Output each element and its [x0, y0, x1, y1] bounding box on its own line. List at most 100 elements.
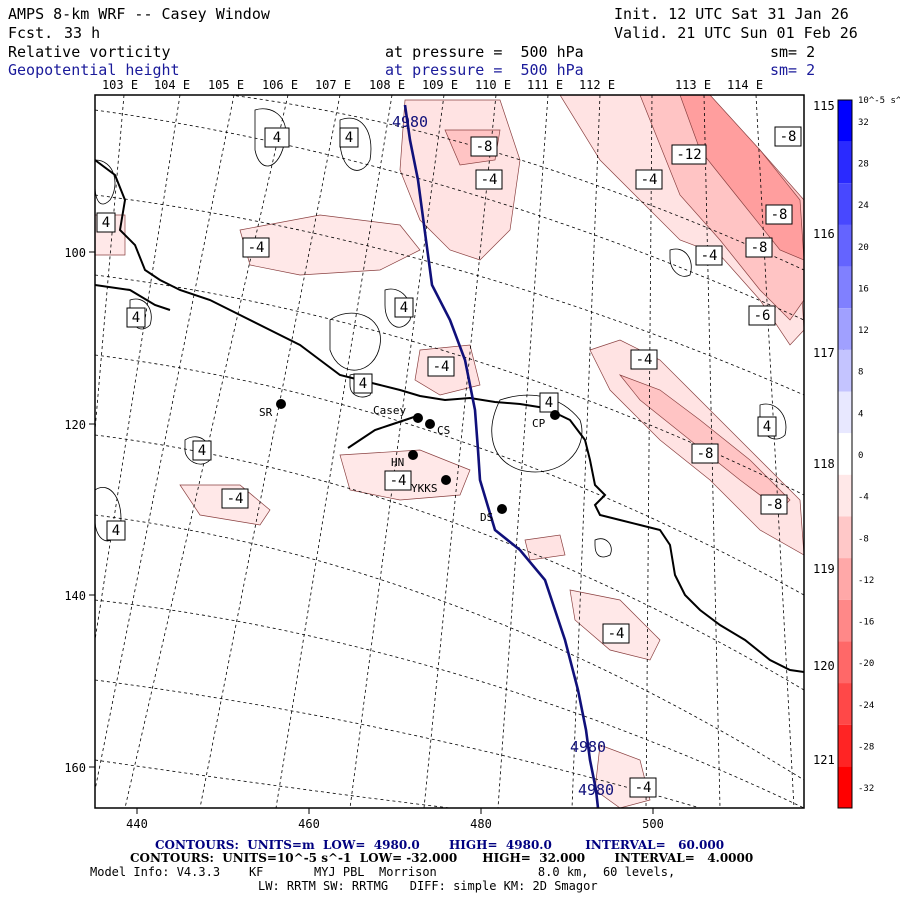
- station-dot-hn: [408, 450, 418, 460]
- svg-text:112 E: 112 E: [579, 78, 615, 92]
- forecast-label: Fcst.: [8, 24, 54, 42]
- colorbar-swatch: [838, 183, 852, 225]
- svg-text:-4: -4: [227, 491, 244, 507]
- colorbar-unit: 10^-5 s^-1: [858, 96, 900, 106]
- svg-text:-6: -6: [754, 308, 771, 324]
- station-label-casey: Casey: [373, 404, 406, 417]
- svg-text:460: 460: [298, 817, 320, 831]
- colorbar-tick-label: -4: [858, 493, 869, 503]
- svg-text:120: 120: [64, 418, 86, 432]
- svg-text:110 E: 110 E: [475, 78, 511, 92]
- svg-text:-8: -8: [476, 139, 493, 155]
- footer-vorticity-contours: CONTOURS: UNITS=10^-5 s^-1 LOW= -32.000 …: [130, 851, 754, 865]
- svg-text:-8: -8: [751, 240, 768, 256]
- colorbar-swatch: [838, 558, 852, 600]
- plot-frame: [94, 94, 805, 809]
- colorbar-swatch: [838, 724, 852, 767]
- svg-text:-8: -8: [697, 446, 714, 462]
- colorbar-tick-label: 16: [858, 284, 869, 294]
- svg-text:4: 4: [763, 419, 771, 435]
- svg-text:4: 4: [102, 215, 110, 231]
- station-label-hn: HN: [391, 456, 404, 469]
- svg-text:106 E: 106 E: [262, 78, 298, 92]
- svg-text:500: 500: [642, 817, 664, 831]
- station-dot-cp: [550, 410, 560, 420]
- station-dot-casey: [413, 413, 423, 423]
- coastline: [95, 159, 804, 673]
- svg-text:100: 100: [64, 246, 86, 260]
- colorbar-swatch: [838, 141, 852, 184]
- y-axis-labels: 100 120 140 160: [64, 246, 86, 775]
- longitude-labels-top: 103 E 104 E 105 E 106 E 107 E 108 E 109 …: [102, 78, 763, 92]
- colorbar-tick-label: 8: [858, 368, 863, 378]
- valid-time: Valid. 21 UTC Sun 01 Feb 26: [614, 24, 858, 42]
- forecast-hour: 33 h: [64, 24, 101, 42]
- colorbar-swatch: [838, 766, 852, 808]
- svg-text:-8: -8: [780, 129, 797, 145]
- station-dot-cs: [425, 419, 435, 429]
- svg-text:4: 4: [273, 130, 281, 146]
- station-dot-sr: [276, 399, 286, 409]
- colorbar-swatch: [838, 391, 852, 434]
- colorbar-swatch: [838, 474, 852, 517]
- svg-text:4: 4: [198, 443, 206, 459]
- vorticity-labels: 4 4 -4 -8 -4 -4 -12 -8 -8 -8 -6 4 4 4 4 …: [96, 126, 802, 798]
- station-label-ykks: YKKS: [411, 482, 438, 495]
- colorbar-swatch: [838, 683, 852, 725]
- svg-text:104 E: 104 E: [154, 78, 190, 92]
- svg-text:105 E: 105 E: [208, 78, 244, 92]
- svg-text:114 E: 114 E: [727, 78, 763, 92]
- axis-ticks: [89, 251, 654, 814]
- svg-text:4: 4: [359, 376, 367, 392]
- svg-text:-4: -4: [635, 780, 652, 796]
- colorbar: 32 28 24 20 16 12 8 4 0 -4 -8 -12 -16 -20 -24 -28 -32: [837, 99, 874, 809]
- colorbar-tick-label: -24: [858, 701, 874, 711]
- svg-text:-8: -8: [771, 207, 788, 223]
- colorbar-tick-label: 28: [858, 159, 869, 169]
- svg-text:4: 4: [400, 300, 408, 316]
- svg-text:-4: -4: [608, 626, 625, 642]
- x-axis-labels: 440 460 480 500: [126, 817, 664, 831]
- field2-name: Geopotential height: [8, 61, 180, 79]
- colorbar-swatch: [838, 266, 852, 309]
- svg-text:-4: -4: [481, 172, 498, 188]
- svg-text:-4: -4: [636, 352, 653, 368]
- station-label-cp: CP: [532, 417, 546, 430]
- svg-text:140: 140: [64, 589, 86, 603]
- colorbar-swatch: [838, 100, 852, 142]
- svg-text:-12: -12: [676, 147, 701, 163]
- svg-text:4: 4: [345, 130, 353, 146]
- svg-text:440: 440: [126, 817, 148, 831]
- footer-model-info: Model Info: V4.3.3 KF MYJ PBL Morrison 8…: [90, 865, 676, 879]
- colorbar-tick-label: -20: [858, 659, 874, 669]
- svg-text:4: 4: [112, 523, 120, 539]
- footer-height-contours: CONTOURS: UNITS=m LOW= 4980.0 HIGH= 4980…: [155, 838, 725, 852]
- colorbar-tick-label: -8: [858, 534, 869, 544]
- colorbar-tick-label: 20: [858, 243, 869, 253]
- colorbar-swatch: [838, 641, 852, 684]
- colorbar-swatch: [838, 224, 852, 267]
- colorbar-swatch: [838, 599, 852, 642]
- colorbar-tick-label: -12: [858, 576, 874, 586]
- colorbar-swatch: [838, 308, 852, 350]
- height-label: 4980: [578, 781, 614, 799]
- station-dot-ykks: [441, 475, 451, 485]
- svg-text:-4: -4: [433, 359, 450, 375]
- colorbar-swatch: [838, 433, 852, 475]
- model-title: AMPS 8-km WRF -- Casey Window: [8, 5, 270, 23]
- colorbar-tick-label: 12: [858, 326, 869, 336]
- colorbar-tick-label: -28: [858, 743, 874, 753]
- svg-text:111 E: 111 E: [527, 78, 563, 92]
- colorbar-tick-label: -16: [858, 618, 874, 628]
- station-label-sr: SR: [259, 406, 273, 419]
- height-label: 4980: [392, 113, 428, 131]
- colorbar-swatch: [838, 349, 852, 392]
- svg-text:107 E: 107 E: [315, 78, 351, 92]
- field1-level: at pressure = 500 hPa: [385, 43, 584, 61]
- footer-physics-info: LW: RRTM SW: RRTMG DIFF: simple KM: 2D S…: [258, 879, 598, 893]
- colorbar-tick-label: 4: [858, 409, 863, 419]
- field2-smoothing: sm= 2: [770, 61, 816, 79]
- contour-labels: 4980 4980 4980: [392, 113, 614, 799]
- svg-text:4: 4: [132, 310, 140, 326]
